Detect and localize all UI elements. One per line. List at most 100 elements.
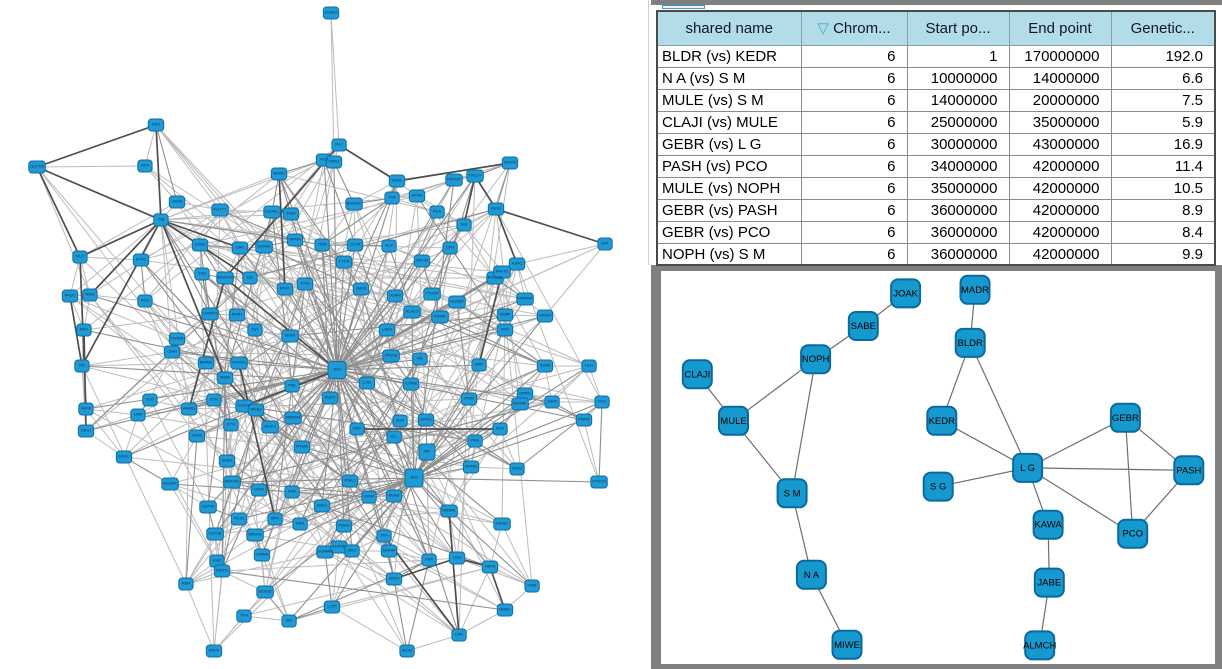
svg-text:FEBP: FEBP: [500, 312, 511, 317]
svg-text:IFBH: IFBH: [286, 211, 295, 216]
svg-text:JGAM: JGAM: [389, 293, 400, 298]
svg-text:WNCR: WNCR: [504, 160, 517, 165]
svg-text:WHIF: WHIF: [220, 375, 231, 380]
svg-text:UTGCN: UTGCN: [592, 479, 606, 484]
svg-text:PKJ: PKJ: [335, 142, 342, 147]
svg-text:CFR: CFR: [446, 245, 454, 250]
svg-text:GEBR: GEBR: [1112, 413, 1139, 424]
svg-text:SLO: SLO: [146, 397, 154, 402]
svg-text:HGSBP: HGSBP: [450, 299, 464, 304]
svg-text:CKKRS: CKKRS: [232, 360, 246, 365]
svg-text:DRW: DRW: [364, 494, 374, 499]
svg-text:MKUNI: MKUNI: [249, 532, 262, 537]
svg-text:AJNC: AJNC: [512, 261, 523, 266]
svg-text:MWRBP: MWRBP: [517, 296, 533, 301]
svg-text:JOAK: JOAK: [893, 288, 918, 299]
svg-text:RTMA: RTMA: [296, 444, 308, 449]
svg-text:JKF: JKF: [423, 449, 431, 454]
svg-text:SGKIR: SGKIR: [258, 244, 271, 249]
svg-text:GWG: GWG: [512, 466, 522, 471]
svg-text:DKPF: DKPF: [209, 648, 220, 653]
svg-text:PDA: PDA: [496, 426, 505, 431]
svg-text:CLL: CLL: [390, 434, 398, 439]
svg-text:MUT: MUT: [76, 254, 85, 259]
svg-text:HHD: HHD: [213, 558, 222, 563]
svg-text:NIUS: NIUS: [234, 516, 244, 521]
svg-text:BPF: BPF: [271, 516, 279, 521]
svg-text:CIB: CIB: [158, 217, 165, 222]
svg-text:OIHAC: OIHAC: [496, 521, 509, 526]
svg-text:KENJ: KENJ: [491, 206, 501, 211]
svg-text:PAFJO: PAFJO: [496, 269, 509, 274]
svg-text:AFNA: AFNA: [412, 193, 423, 198]
svg-text:FRD: FRD: [288, 489, 296, 494]
svg-text:JPDSE: JPDSE: [385, 353, 398, 358]
svg-text:GEM: GEM: [547, 399, 556, 404]
svg-text:MIWE: MIWE: [834, 640, 860, 651]
svg-text:UOAEL: UOAEL: [265, 209, 279, 214]
svg-text:AUPNE: AUPNE: [332, 544, 346, 549]
svg-text:ITLD: ITLD: [320, 157, 329, 162]
svg-text:BLDR: BLDR: [958, 338, 983, 349]
svg-text:SEBU: SEBU: [222, 458, 233, 463]
svg-text:TTA: TTA: [388, 195, 396, 200]
svg-text:POS: POS: [141, 298, 150, 303]
svg-text:GSTNI: GSTNI: [202, 504, 214, 509]
svg-text:IIKHR: IIKHR: [285, 333, 296, 338]
svg-text:DEI: DEI: [286, 618, 293, 623]
svg-text:DWPK: DWPK: [216, 568, 228, 573]
svg-text:TFH: TFH: [240, 613, 248, 618]
svg-text:GUJFU: GUJFU: [237, 403, 250, 408]
svg-text:AHEJ: AHEJ: [317, 503, 327, 508]
svg-text:BGOHC: BGOHC: [347, 201, 362, 206]
svg-text:JUW: JUW: [396, 418, 405, 423]
svg-text:PAUC: PAUC: [65, 293, 76, 298]
svg-text:TWWR: TWWR: [171, 336, 184, 341]
svg-text:GGMWH: GGMWH: [317, 549, 333, 554]
svg-text:UIW: UIW: [353, 426, 361, 431]
svg-text:LCPI: LCPI: [328, 604, 337, 609]
svg-text:SABE: SABE: [851, 321, 876, 332]
svg-text:GONI: GONI: [192, 433, 202, 438]
svg-text:NHM: NHM: [85, 292, 94, 297]
svg-text:AGUAK: AGUAK: [163, 481, 177, 486]
svg-text:KFFG: KFFG: [136, 257, 147, 262]
svg-text:WOM: WOM: [402, 648, 412, 653]
svg-text:FRIJ: FRIJ: [152, 122, 160, 127]
svg-text:RUA: RUA: [433, 209, 442, 214]
svg-text:S G: S G: [930, 482, 946, 493]
svg-text:ATR: ATR: [141, 163, 149, 168]
svg-text:EENJD: EENJD: [258, 589, 271, 594]
svg-text:RLHLO: RLHLO: [405, 309, 418, 314]
svg-text:COHB: COHB: [405, 381, 417, 386]
svg-text:PBF: PBF: [425, 557, 433, 562]
svg-text:SWSH: SWSH: [539, 313, 551, 318]
svg-text:UJEA: UJEA: [382, 327, 393, 332]
svg-text:NTKT: NTKT: [280, 286, 291, 291]
svg-text:OPRC: OPRC: [519, 391, 531, 396]
svg-text:MFW: MFW: [81, 406, 91, 411]
svg-text:MHHM: MHHM: [383, 548, 395, 553]
svg-text:MIDRA: MIDRA: [443, 508, 456, 513]
svg-text:KAWA: KAWA: [1034, 520, 1062, 531]
svg-text:WHSON: WHSON: [217, 275, 232, 280]
svg-text:GEBL: GEBL: [392, 178, 403, 183]
svg-text:KEDR: KEDR: [929, 416, 956, 427]
svg-text:TDM: TDM: [318, 242, 327, 247]
svg-text:PSKC: PSKC: [345, 478, 356, 483]
svg-text:USSH: USSH: [194, 242, 205, 247]
svg-text:ITD: ITD: [79, 363, 86, 368]
svg-text:WKJ: WKJ: [348, 548, 356, 553]
svg-text:NTRJ: NTRJ: [389, 576, 399, 581]
svg-text:WKJ: WKJ: [80, 327, 88, 332]
svg-text:TTCDP: TTCDP: [425, 291, 439, 296]
svg-text:KBH: KBH: [296, 521, 304, 526]
svg-text:JTMK: JTMK: [464, 396, 475, 401]
svg-text:TUF: TUF: [251, 327, 259, 332]
svg-text:JOJO: JOJO: [300, 281, 310, 286]
svg-text:GPDJ: GPDJ: [329, 159, 340, 164]
svg-text:NOPH: NOPH: [802, 354, 830, 365]
svg-text:PASH: PASH: [1176, 465, 1201, 476]
svg-text:JEO: JEO: [410, 475, 418, 480]
svg-text:JKFM: JKFM: [172, 199, 182, 204]
